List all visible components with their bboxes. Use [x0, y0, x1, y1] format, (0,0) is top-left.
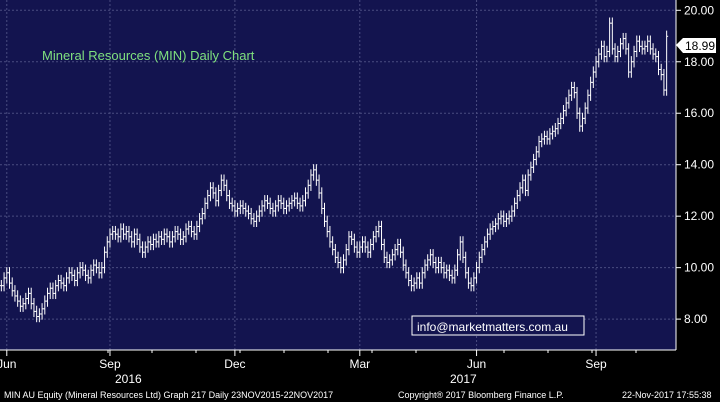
footer-copyright: Copyright® 2017 Bloomberg Finance L.P.	[398, 390, 564, 400]
price-bar	[665, 30, 669, 96]
watermark-box: info@marketmatters.com.au	[411, 315, 585, 336]
y-tick-label: 16.00	[684, 106, 714, 120]
last-price-marker: 18.99	[676, 38, 716, 53]
chart-title: Mineral Resources (MIN) Daily Chart	[42, 48, 255, 63]
y-tick-label: 12.00	[684, 209, 714, 223]
last-price-badge	[676, 38, 716, 53]
x-tick-label: Jun	[0, 357, 16, 371]
watermark-text: info@marketmatters.com.au	[417, 320, 568, 334]
x-tick-label: Jun	[467, 357, 486, 371]
x-tick-label: Sep	[99, 357, 121, 371]
x-tick-label: Mar	[349, 357, 370, 371]
footer-security-info: MIN AU Equity (Mineral Resources Ltd) Gr…	[4, 390, 333, 400]
x-axis-ticks: Jun Sep Dec Mar Jun Sep	[0, 350, 637, 371]
last-price-label: 18.99	[685, 39, 715, 53]
footer-timestamp: 22-Nov-2017 17:55:38	[622, 390, 712, 400]
y-tick-label: 8.00	[684, 312, 708, 326]
y-tick-label: 10.00	[684, 261, 714, 275]
y-tick-label: 20.00	[684, 3, 714, 17]
x-tick-label: Dec	[224, 357, 245, 371]
year-label-2017: 2017	[450, 372, 477, 386]
y-tick-label: 14.00	[684, 158, 714, 172]
x-tick-label: Sep	[585, 357, 607, 371]
year-label-2016: 2016	[115, 372, 142, 386]
y-axis-ticks: 8.00 10.00 12.00 14.00 16.00 18.00 20.00	[676, 3, 714, 326]
plot-area	[0, 0, 676, 350]
y-tick-label: 18.00	[684, 55, 714, 69]
price-bars	[0, 17, 669, 323]
